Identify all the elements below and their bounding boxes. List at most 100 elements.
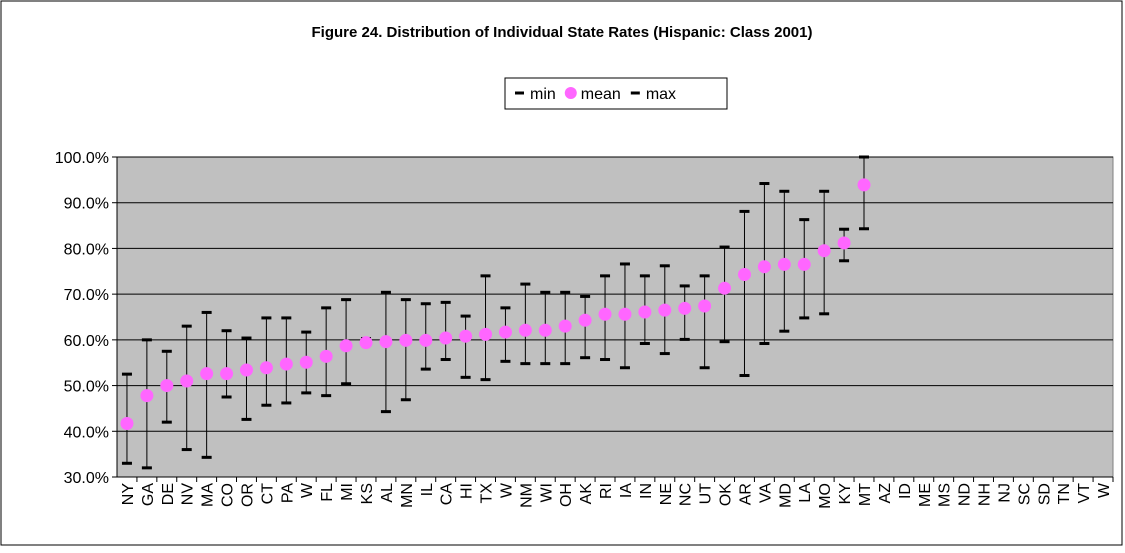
- y-tick-label: 50.0%: [64, 379, 109, 396]
- x-tick-label: PA: [279, 483, 296, 503]
- x-tick-label: UT: [698, 483, 715, 505]
- max-marker: [699, 274, 710, 278]
- min-marker: [141, 466, 152, 470]
- y-tick-label: 80.0%: [64, 241, 109, 258]
- x-tick-label: W: [299, 482, 316, 498]
- min-marker: [321, 394, 332, 398]
- mean-marker: [259, 361, 273, 375]
- min-marker: [639, 342, 650, 346]
- max-marker: [301, 330, 312, 334]
- mean-marker: [678, 301, 692, 315]
- min-marker: [659, 352, 670, 356]
- x-tick-label: NM: [518, 483, 535, 508]
- mean-marker: [817, 244, 831, 258]
- x-tick-label: OK: [718, 483, 735, 506]
- mean-marker: [279, 357, 293, 371]
- x-tick-label: IL: [419, 483, 436, 496]
- min-marker: [121, 461, 132, 465]
- min-marker: [480, 378, 491, 382]
- legend-label: max: [646, 86, 676, 103]
- min-marker: [719, 340, 730, 344]
- mean-marker: [658, 303, 672, 317]
- min-marker: [181, 448, 192, 452]
- mean-marker: [718, 281, 732, 295]
- mean-marker: [737, 267, 751, 281]
- x-tick-label: W: [1096, 482, 1113, 498]
- x-tick-label: MI: [339, 483, 356, 501]
- mean-marker: [399, 333, 413, 347]
- mean-marker: [698, 299, 712, 313]
- min-marker: [500, 359, 511, 363]
- max-marker: [380, 290, 391, 294]
- x-tick-label: OH: [558, 483, 575, 507]
- min-marker: [241, 417, 252, 421]
- mean-marker: [777, 257, 791, 271]
- legend-swatch: [564, 87, 577, 99]
- min-marker: [221, 395, 232, 399]
- min-marker: [819, 312, 830, 316]
- mean-marker: [638, 305, 652, 319]
- min-marker: [420, 367, 431, 371]
- max-marker: [659, 264, 670, 268]
- max-marker: [639, 274, 650, 278]
- min-marker: [699, 366, 710, 370]
- max-marker: [460, 314, 471, 318]
- min-marker: [839, 259, 850, 263]
- mean-marker: [419, 333, 433, 347]
- max-marker: [799, 218, 810, 222]
- x-tick-label: MT: [857, 483, 874, 506]
- x-tick-label: AK: [578, 483, 595, 505]
- x-tick-label: SD: [1036, 483, 1053, 505]
- x-tick-label: CA: [439, 483, 456, 506]
- mean-marker: [498, 325, 512, 339]
- y-tick-label: 100.0%: [55, 150, 109, 167]
- max-marker: [739, 209, 750, 213]
- min-marker: [619, 366, 630, 370]
- max-marker: [759, 182, 770, 186]
- min-marker: [460, 375, 471, 379]
- max-marker: [440, 300, 451, 304]
- y-tick-label: 70.0%: [64, 287, 109, 304]
- max-marker: [181, 324, 192, 328]
- legend-swatch: [515, 91, 524, 95]
- mean-marker: [558, 319, 572, 333]
- x-tick-label: DE: [160, 483, 177, 505]
- mean-marker: [299, 355, 313, 369]
- x-tick-label: FL: [319, 483, 336, 502]
- mean-marker: [439, 331, 453, 345]
- mean-marker: [518, 323, 532, 337]
- max-marker: [341, 298, 352, 302]
- x-tick-label: IN: [638, 483, 655, 499]
- x-tick-label: RI: [598, 483, 615, 499]
- mean-marker: [220, 367, 234, 381]
- max-marker: [321, 306, 332, 310]
- x-tick-label: MS: [937, 483, 954, 507]
- mean-marker: [479, 327, 493, 341]
- min-marker: [799, 316, 810, 320]
- max-marker: [480, 274, 491, 278]
- mean-marker: [359, 336, 373, 350]
- x-tick-label: TX: [479, 483, 496, 504]
- x-tick-label: CO: [220, 483, 237, 507]
- max-marker: [201, 310, 212, 314]
- max-marker: [141, 338, 152, 342]
- x-tick-label: NE: [658, 483, 675, 505]
- x-tick-label: NY: [120, 483, 137, 506]
- chart-title: Figure 24. Distribution of Individual St…: [312, 24, 813, 41]
- min-marker: [161, 420, 172, 424]
- x-tick-label: CT: [259, 483, 276, 505]
- mean-marker: [339, 339, 353, 353]
- legend-label: mean: [581, 86, 621, 103]
- x-tick-label: GA: [140, 483, 157, 506]
- mean-marker: [319, 349, 333, 363]
- max-marker: [679, 284, 690, 288]
- min-marker: [679, 337, 690, 341]
- min-marker: [440, 358, 451, 362]
- x-tick-label: ID: [897, 483, 914, 499]
- x-tick-label: AL: [379, 483, 396, 503]
- mean-marker: [120, 417, 134, 431]
- max-marker: [859, 155, 869, 159]
- x-tick-label: AZ: [877, 483, 894, 504]
- min-marker: [540, 362, 551, 366]
- x-tick-label: WI: [538, 483, 555, 503]
